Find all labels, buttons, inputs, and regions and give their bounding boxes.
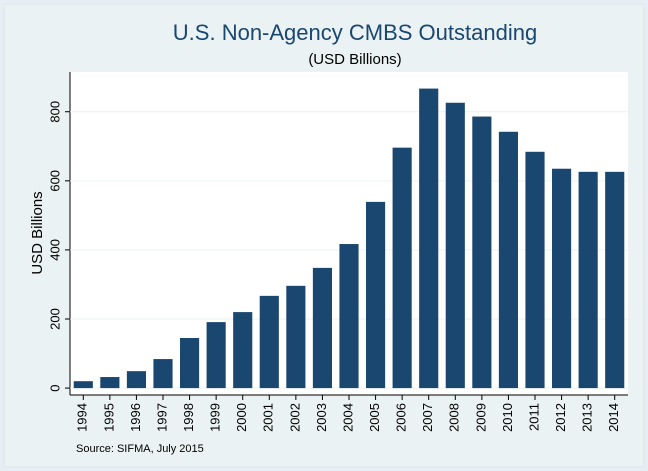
x-tick-label: 2010 xyxy=(500,403,515,432)
bar xyxy=(73,381,93,389)
y-axis-label: USD Billions xyxy=(29,191,46,274)
x-tick-label: 2005 xyxy=(367,403,382,432)
bar xyxy=(525,151,545,389)
bar xyxy=(126,371,146,389)
bar xyxy=(312,267,332,389)
x-tick-label: 2014 xyxy=(606,403,621,432)
bar xyxy=(206,322,226,389)
x-tick-label: 2002 xyxy=(287,403,302,432)
x-tick-label: 2003 xyxy=(314,403,329,432)
y-tick-label: 800 xyxy=(47,101,62,123)
bar xyxy=(605,171,625,389)
y-tick-label: 400 xyxy=(47,239,62,261)
bar xyxy=(392,147,412,389)
x-tick-label: 2012 xyxy=(553,403,568,432)
bar xyxy=(552,168,572,389)
bar xyxy=(366,201,386,389)
chart-title: U.S. Non-Agency CMBS Outstanding xyxy=(173,20,537,45)
x-tick-label: 1999 xyxy=(208,403,223,432)
chart-subtitle: (USD Billions) xyxy=(308,51,401,68)
y-tick-label: 0 xyxy=(47,384,62,391)
x-tick-label: 2001 xyxy=(261,403,276,432)
x-tick-label: 1998 xyxy=(181,403,196,432)
x-tick-label: 1994 xyxy=(75,403,90,432)
y-tick-label: 200 xyxy=(47,308,62,330)
bar xyxy=(419,88,439,389)
bar xyxy=(578,171,598,389)
bar xyxy=(498,131,518,389)
x-tick-label: 2013 xyxy=(580,403,595,432)
y-tick-label: 600 xyxy=(47,170,62,192)
bar xyxy=(339,244,359,389)
x-tick-label: 1997 xyxy=(154,403,169,432)
x-tick-label: 2000 xyxy=(234,403,249,432)
x-tick-label: 1996 xyxy=(128,403,143,432)
bar xyxy=(153,359,173,389)
bar xyxy=(286,285,306,389)
x-tick-label: 2006 xyxy=(394,403,409,432)
bar xyxy=(259,295,279,389)
bar xyxy=(445,102,465,389)
bar xyxy=(233,312,253,389)
x-tick-label: 2011 xyxy=(526,403,541,431)
x-tick-label: 2008 xyxy=(447,403,462,432)
x-tick-label: 2004 xyxy=(340,403,355,432)
bar xyxy=(472,116,492,389)
x-tick-label: 2007 xyxy=(420,403,435,432)
x-tick-label: 2009 xyxy=(473,403,488,432)
x-tick-label: 1995 xyxy=(101,403,116,432)
bar xyxy=(100,377,120,389)
bar xyxy=(180,338,200,389)
source-note: Source: SIFMA, July 2015 xyxy=(76,443,204,455)
